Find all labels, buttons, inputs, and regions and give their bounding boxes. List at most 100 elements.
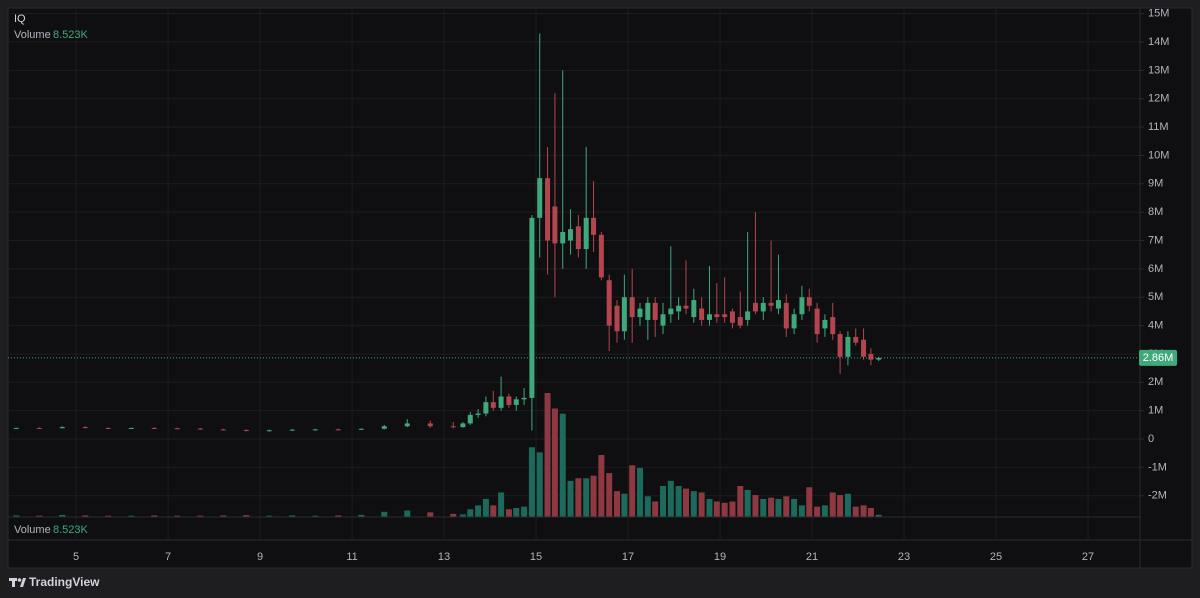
candles — [13, 33, 882, 432]
x-tick-label: 25 — [990, 551, 1002, 563]
candle-body — [768, 302, 774, 306]
y-tick-label: 7M — [1148, 234, 1163, 246]
candle-body — [529, 217, 535, 398]
volume-bar — [875, 514, 882, 517]
candle-body — [706, 314, 712, 320]
candle-body — [645, 302, 651, 320]
volume-bar — [775, 498, 782, 517]
candle-body — [59, 427, 65, 429]
y-tick-label: 2M — [1148, 376, 1163, 388]
volume-bar — [381, 511, 388, 517]
volume-bar — [312, 515, 319, 517]
candle-body — [606, 280, 612, 326]
y-tick-label: 5M — [1148, 291, 1163, 303]
candle-body — [775, 300, 781, 309]
candle-body — [483, 402, 489, 414]
volume-bar — [706, 498, 713, 517]
volume-bar — [590, 475, 597, 517]
candle-body — [467, 414, 473, 424]
x-tick-label: 15 — [530, 551, 542, 563]
volume-bar — [768, 497, 775, 517]
brand-name: TradingView — [29, 575, 100, 589]
volume-bar — [289, 515, 296, 517]
candle-body — [427, 423, 433, 427]
volume-bar — [621, 493, 628, 517]
volume-bar — [544, 393, 551, 517]
y-tick-label: 15M — [1148, 8, 1169, 20]
volume-bar — [575, 478, 582, 517]
volume-bar — [82, 515, 89, 517]
candle-body — [404, 423, 410, 427]
volume-bar — [652, 501, 659, 517]
candle-body — [760, 302, 766, 312]
candle-body — [699, 308, 705, 320]
candle-body — [358, 428, 364, 430]
candle-body — [691, 300, 697, 318]
candle-body — [876, 357, 882, 360]
candle-body — [552, 206, 558, 244]
volume-pane-label: Volume — [14, 524, 51, 536]
x-tick-label: 19 — [714, 551, 726, 563]
volume-bar — [521, 506, 528, 517]
symbol-title: IQ — [14, 13, 26, 25]
volume-bar — [513, 507, 520, 517]
volume-bar — [59, 514, 66, 517]
x-tick-label: 17 — [622, 551, 634, 563]
candle-body — [714, 314, 720, 318]
volume-bar — [852, 506, 859, 517]
volume-bar — [266, 515, 273, 517]
candle-body — [783, 302, 789, 329]
y-tick-label: 4M — [1148, 319, 1163, 331]
candle-body — [652, 302, 658, 320]
volume-pane-value: 8.523K — [53, 524, 89, 536]
candle-body — [197, 428, 203, 430]
volume-bar — [798, 505, 805, 517]
volume-bar — [737, 486, 744, 517]
candle-body — [174, 428, 180, 430]
y-tick-label: 14M — [1148, 36, 1169, 48]
volume-bar — [197, 515, 204, 517]
candle-body — [591, 217, 597, 235]
y-tick-label: 11M — [1148, 121, 1169, 133]
x-tick-label: 9 — [257, 551, 263, 563]
volume-bar — [482, 498, 489, 517]
candle-body — [513, 399, 519, 405]
volume-bar — [567, 480, 574, 517]
y-tick-label: 9M — [1148, 178, 1163, 190]
candle-body — [637, 308, 643, 318]
volume-pane — [13, 393, 882, 517]
volume-bar — [559, 413, 566, 517]
axes: -2M-1M01M2M3M4M5M6M7M8M9M10M11M12M13M14M… — [8, 8, 1177, 563]
candle-body — [521, 397, 527, 400]
volume-bar — [806, 487, 813, 517]
y-tick-label: -1M — [1148, 461, 1167, 473]
candle-body — [13, 427, 19, 429]
volume-bar — [505, 509, 512, 517]
volume-bar — [683, 488, 690, 517]
volume-bar — [729, 501, 736, 517]
last-price-label: 2.86M — [1143, 352, 1174, 364]
candle-body — [490, 402, 496, 408]
volume-bar — [220, 515, 227, 517]
volume-bar — [128, 515, 135, 517]
volume-bar — [860, 505, 867, 517]
candle-body — [806, 297, 812, 306]
candle-body — [82, 427, 88, 429]
legend-label: Volume — [14, 29, 51, 41]
volume-bar — [13, 515, 20, 517]
volume-bar — [598, 455, 605, 517]
volume-bar — [475, 505, 482, 517]
candle-body — [575, 226, 581, 250]
x-tick-label: 23 — [898, 551, 910, 563]
candle-body — [128, 427, 134, 429]
candle-body — [498, 396, 504, 408]
x-tick-label: 27 — [1082, 551, 1094, 563]
candle-body — [583, 217, 589, 250]
volume-bar — [713, 501, 720, 517]
volume-bar — [606, 473, 613, 517]
candle-body — [745, 311, 751, 320]
y-tick-label: 13M — [1148, 64, 1169, 76]
volume-bar — [629, 465, 636, 517]
x-tick-label: 21 — [806, 551, 818, 563]
